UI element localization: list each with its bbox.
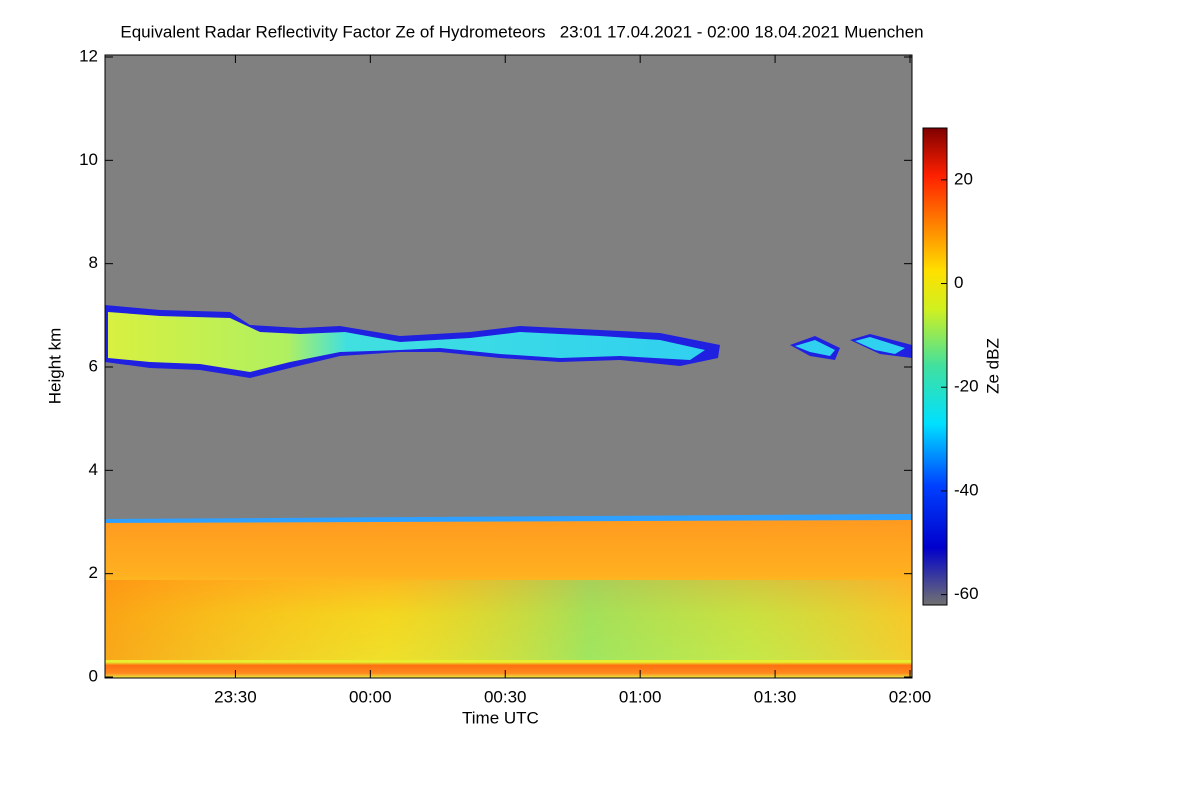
y-tick-label: 10: [79, 150, 98, 169]
colorbar-tick-label: 20: [954, 169, 973, 188]
y-tick-label: 6: [89, 356, 98, 375]
colorbar-tick-label: -60: [954, 584, 979, 603]
colorbar-tick-label: 0: [954, 273, 963, 292]
x-tick-label: 02:00: [889, 687, 932, 706]
x-tick-label: 00:00: [349, 687, 392, 706]
x-tick-label: 23:30: [214, 687, 257, 706]
x-tick-label: 01:00: [619, 687, 662, 706]
colorbar-tick-label: -40: [954, 480, 979, 499]
y-tick-label: 8: [89, 253, 98, 272]
plot-image: [104, 54, 913, 679]
y-tick-label: 4: [89, 460, 98, 479]
y-tick-label: 12: [79, 46, 98, 65]
x-tick-label: 00:30: [484, 687, 527, 706]
colorbar-label: Ze dBZ: [983, 338, 1002, 394]
colorbar-tick-label: -20: [954, 377, 979, 396]
y-tick-label: 0: [89, 666, 98, 685]
chart-title: Equivalent Radar Reflectivity Factor Ze …: [120, 22, 923, 41]
y-tick-label: 2: [89, 563, 98, 582]
colorbar: [922, 127, 948, 606]
y-axis-label: Height km: [45, 328, 64, 405]
x-tick-label: 01:30: [754, 687, 797, 706]
x-axis-label: Time UTC: [462, 708, 539, 727]
